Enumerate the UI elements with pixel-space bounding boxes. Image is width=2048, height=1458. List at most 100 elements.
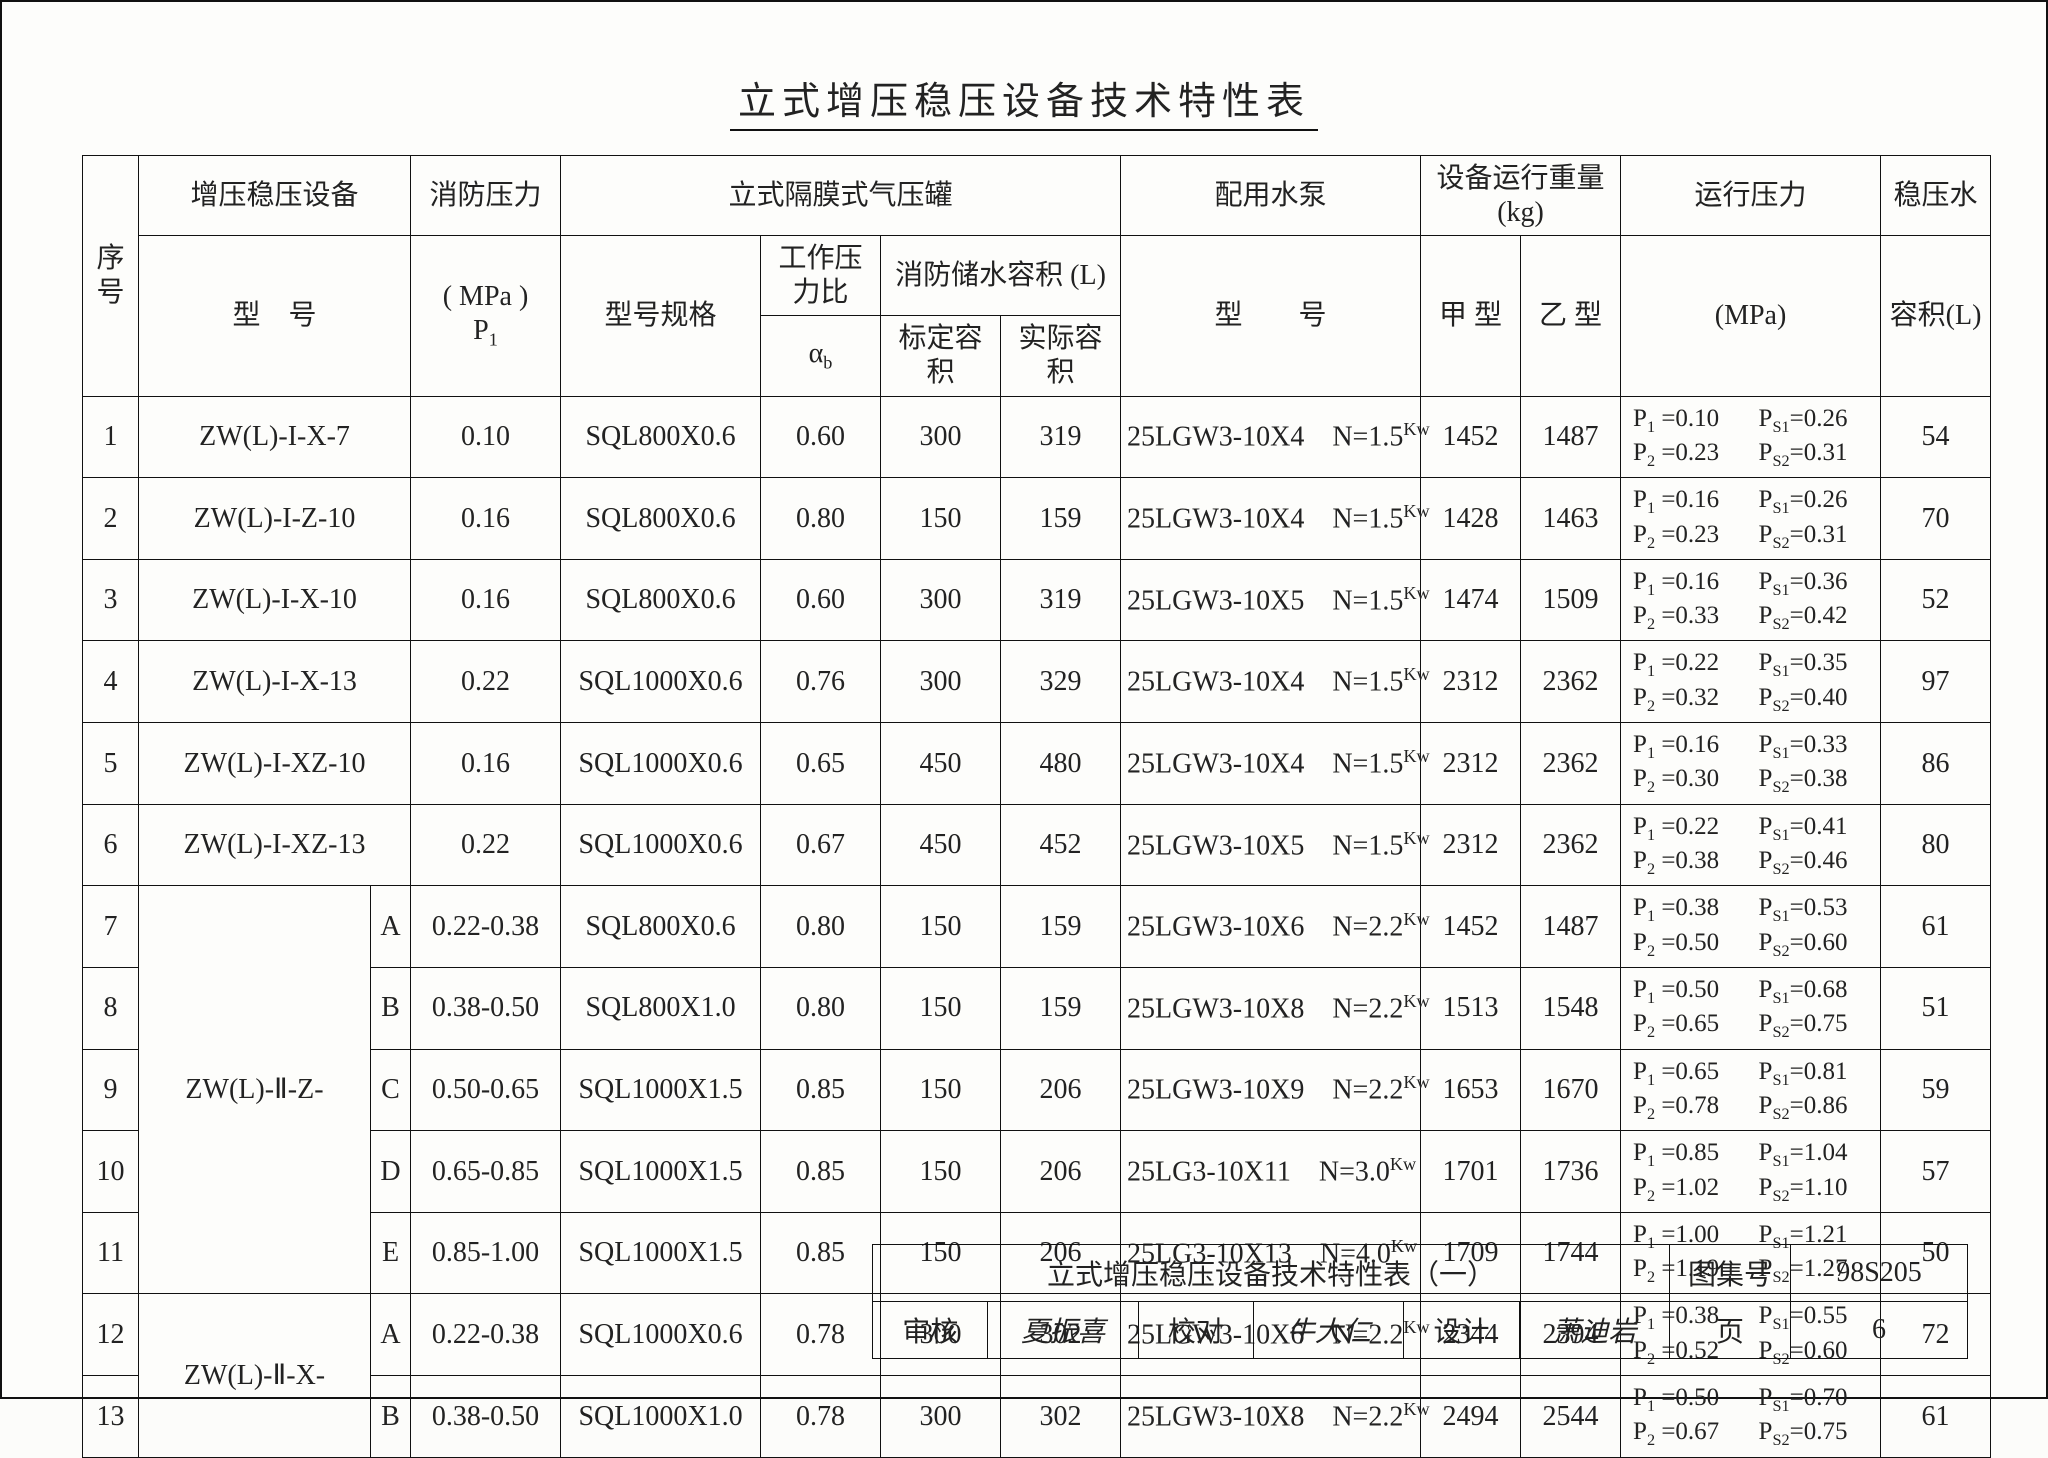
cell-wB: 2362 [1521, 641, 1621, 723]
cell-wA: 2312 [1421, 641, 1521, 723]
cell-ab: 0.85 [761, 1212, 881, 1294]
hdr-weight-b: 乙 型 [1521, 236, 1621, 396]
page-frame: 立式增压稳压设备技术特性表 序号 增压稳压设备 消防压力 立式隔膜式气压罐 配用… [0, 0, 2048, 1399]
cell-wB: 1463 [1521, 478, 1621, 560]
cell-pressure: P1 =0.16PS1=0.26 P2 =0.23PS2=0.31 [1621, 478, 1881, 560]
cell-model: ZW(L)-I-X-10 [139, 559, 411, 641]
cell-ab: 0.76 [761, 641, 881, 723]
cell-spec: SQL1000X0.6 [561, 723, 761, 805]
table-row: 1 ZW(L)-I-X-7 0.10 SQL800X0.6 0.60 300 3… [83, 396, 1991, 478]
cell-seq: 2 [83, 478, 139, 560]
cell-spec: SQL1000X1.5 [561, 1131, 761, 1213]
cell-vol: 61 [1881, 886, 1991, 968]
cell-seq: 5 [83, 723, 139, 805]
cell-ab: 0.85 [761, 1049, 881, 1131]
cell-seq: 7 [83, 886, 139, 968]
hdr-storage-act: 实际容积 [1001, 316, 1121, 396]
cell-pressure: P1 =0.85PS1=1.04 P2 =1.02PS2=1.10 [1621, 1131, 1881, 1213]
hdr-storage-std: 标定容积 [881, 316, 1001, 396]
cell-seq: 4 [83, 641, 139, 723]
cell-act: 159 [1001, 478, 1121, 560]
cell-vol: 97 [1881, 641, 1991, 723]
hdr-fire-pressure-bot: ( MPa )P1 [411, 236, 561, 396]
cell-wB: 1736 [1521, 1131, 1621, 1213]
cell-p1: 0.10 [411, 396, 561, 478]
cell-p1: 0.16 [411, 559, 561, 641]
cell-p1: 0.22-0.38 [411, 1294, 561, 1376]
cell-p1: 0.22-0.38 [411, 886, 561, 968]
hdr-stable-vol-top: 稳压水 [1881, 156, 1991, 236]
cell-wA: 1701 [1421, 1131, 1521, 1213]
cell-pressure: P1 =0.16PS1=0.36 P2 =0.33PS2=0.42 [1621, 559, 1881, 641]
cell-seq: 3 [83, 559, 139, 641]
cell-pressure: P1 =0.16PS1=0.33 P2 =0.30PS2=0.38 [1621, 723, 1881, 805]
cell-p1: 0.22 [411, 804, 561, 886]
cell-wA: 1428 [1421, 478, 1521, 560]
hdr-equip-model-bot: 型 号 [139, 236, 411, 396]
table-row: 4 ZW(L)-I-X-13 0.22 SQL1000X0.6 0.76 300… [83, 641, 1991, 723]
cell-spec: SQL1000X1.0 [561, 1376, 761, 1458]
cell-wB: 1487 [1521, 396, 1621, 478]
cell-model: ZW(L)-I-XZ-10 [139, 723, 411, 805]
tb-page-no: 6 [1791, 1302, 1968, 1359]
cell-spec: SQL800X0.6 [561, 559, 761, 641]
cell-spec: SQL1000X1.5 [561, 1212, 761, 1294]
cell-wB: 2362 [1521, 723, 1621, 805]
cell-vol: 54 [1881, 396, 1991, 478]
cell-pressure: P1 =0.10PS1=0.26 P2 =0.23PS2=0.31 [1621, 396, 1881, 478]
cell-std: 450 [881, 723, 1001, 805]
cell-seq: 8 [83, 967, 139, 1049]
cell-seq: 11 [83, 1212, 139, 1294]
cell-wA: 1513 [1421, 967, 1521, 1049]
cell-wB: 1487 [1521, 886, 1621, 968]
cell-wB: 2362 [1521, 804, 1621, 886]
table-row: 7 ZW(L)-Ⅱ-Z- A 0.22-0.38 SQL800X0.6 0.80… [83, 886, 1991, 968]
cell-sub: C [371, 1049, 411, 1131]
cell-act: 329 [1001, 641, 1121, 723]
cell-sub: A [371, 1294, 411, 1376]
cell-std: 150 [881, 1131, 1001, 1213]
cell-sub: A [371, 886, 411, 968]
tb-page-label: 页 [1669, 1302, 1790, 1359]
tb-review-label: 审核 [872, 1302, 987, 1359]
cell-std: 150 [881, 886, 1001, 968]
cell-pump: 25LGW3-10X8 N=2.2Kw [1121, 1376, 1421, 1458]
cell-act: 319 [1001, 396, 1121, 478]
cell-vol: 86 [1881, 723, 1991, 805]
cell-seq: 10 [83, 1131, 139, 1213]
cell-std: 300 [881, 1376, 1001, 1458]
tb-atlas-no: 98S205 [1791, 1245, 1968, 1302]
cell-std: 450 [881, 804, 1001, 886]
cell-p1: 0.38-0.50 [411, 1376, 561, 1458]
hdr-seq: 序号 [83, 156, 139, 397]
cell-pump: 25LGW3-10X4 N=1.5Kw [1121, 723, 1421, 805]
cell-std: 300 [881, 641, 1001, 723]
page-title-text: 立式增压稳压设备技术特性表 [730, 81, 1318, 131]
cell-p1: 0.16 [411, 478, 561, 560]
cell-std: 150 [881, 1049, 1001, 1131]
hdr-equip-model-top: 增压稳压设备 [139, 156, 411, 236]
cell-seq: 1 [83, 396, 139, 478]
cell-pump: 25LGW3-10X4 N=1.5Kw [1121, 478, 1421, 560]
cell-wA: 1452 [1421, 886, 1521, 968]
cell-ab: 0.80 [761, 886, 881, 968]
hdr-weight-group: 设备运行重量(kg) [1421, 156, 1621, 236]
cell-sub: B [371, 1376, 411, 1458]
cell-model-group: ZW(L)-Ⅱ-Z- [139, 886, 371, 1294]
table-row: 2 ZW(L)-I-Z-10 0.16 SQL800X0.6 0.80 150 … [83, 478, 1991, 560]
cell-pump: 25LGW3-10X4 N=1.5Kw [1121, 641, 1421, 723]
tb-check-sig: 牛大仁 [1254, 1302, 1404, 1359]
cell-wB: 1670 [1521, 1049, 1621, 1131]
cell-pump: 25LGW3-10X6 N=2.2Kw [1121, 886, 1421, 968]
cell-ab: 0.80 [761, 478, 881, 560]
tb-design-sig: 萧迪岩 [1519, 1302, 1669, 1359]
tb-design-label: 设计 [1404, 1302, 1519, 1359]
cell-pressure: P1 =0.22PS1=0.41 P2 =0.38PS2=0.46 [1621, 804, 1881, 886]
hdr-op-pressure-bot: (MPa) [1621, 236, 1881, 396]
cell-vol: 59 [1881, 1049, 1991, 1131]
cell-act: 159 [1001, 967, 1121, 1049]
cell-ab: 0.85 [761, 1131, 881, 1213]
cell-p1: 0.65-0.85 [411, 1131, 561, 1213]
cell-pressure: P1 =0.22PS1=0.35 P2 =0.32PS2=0.40 [1621, 641, 1881, 723]
cell-spec: SQL800X1.0 [561, 967, 761, 1049]
